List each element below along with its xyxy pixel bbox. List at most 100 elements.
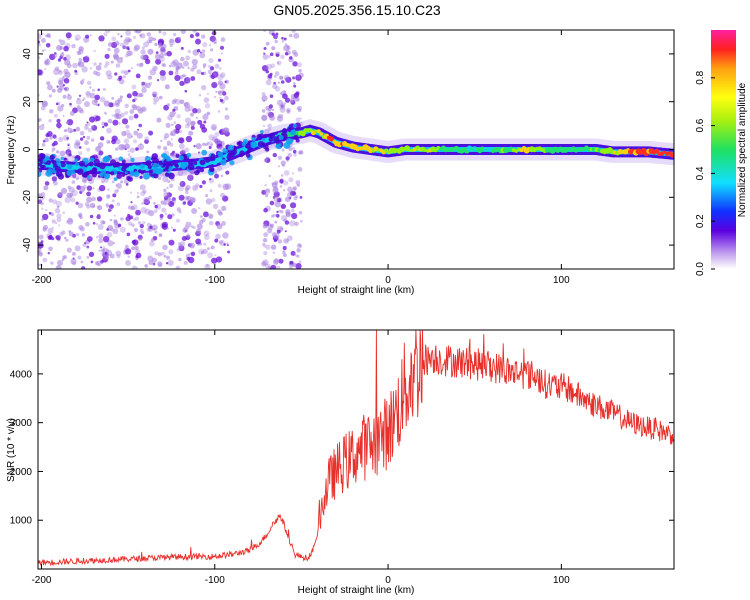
ridge-blob	[246, 149, 251, 154]
noise-point	[62, 84, 66, 87]
ridge-blob	[125, 163, 130, 168]
y-tick-label: -20	[22, 190, 33, 205]
noise-point	[62, 134, 70, 141]
noise-point	[157, 252, 162, 257]
noise-point	[214, 238, 219, 243]
noise-point	[265, 263, 271, 269]
noise-point	[199, 242, 203, 246]
noise-point	[263, 188, 270, 195]
ridge-point	[480, 146, 485, 151]
ridge-blob	[121, 166, 127, 172]
noise-point	[61, 230, 66, 235]
noise-point	[176, 114, 181, 119]
ridge-blob	[46, 160, 52, 166]
noise-point	[77, 63, 81, 66]
noise-point	[118, 75, 123, 80]
ridge-point	[316, 129, 321, 134]
noise-point	[144, 58, 151, 65]
noise-point	[216, 143, 223, 150]
noise-point	[81, 266, 86, 269]
noise-point	[280, 210, 284, 214]
ridge-blob	[222, 148, 228, 154]
noise-point	[219, 45, 225, 50]
noise-point	[169, 38, 174, 44]
noise-point	[190, 251, 196, 257]
noise-point	[196, 223, 203, 230]
noise-point	[113, 242, 115, 244]
ridge-blob	[139, 175, 143, 179]
noise-point	[120, 70, 125, 74]
noise-point	[38, 69, 43, 76]
ridge-blob	[99, 162, 106, 170]
noise-point	[168, 201, 175, 207]
noise-point	[177, 185, 184, 192]
noise-point	[152, 263, 155, 266]
noise-point	[289, 220, 296, 227]
noise-point	[167, 259, 174, 266]
noise-point	[85, 222, 90, 227]
noise-point	[60, 52, 65, 58]
noise-point	[106, 127, 112, 134]
noise-point	[274, 71, 280, 76]
noise-point	[293, 253, 297, 257]
noise-point	[163, 136, 167, 140]
noise-point	[281, 39, 285, 43]
noise-point	[145, 82, 151, 89]
noise-point	[173, 121, 177, 124]
noise-point	[208, 58, 214, 63]
noise-point	[122, 43, 125, 46]
noise-point	[112, 193, 117, 198]
noise-point	[71, 189, 78, 197]
noise-point	[48, 94, 53, 98]
spectrogram-x-label: Height of straight line (km)	[298, 285, 415, 296]
noise-point	[97, 214, 101, 218]
noise-point	[157, 79, 160, 82]
noise-point	[288, 33, 293, 38]
noise-point	[107, 74, 113, 80]
noise-point	[284, 97, 291, 103]
noise-point	[168, 197, 171, 201]
noise-point	[200, 72, 204, 75]
noise-point	[101, 181, 104, 184]
noise-point	[127, 255, 130, 258]
noise-point	[296, 248, 301, 253]
noise-point	[198, 248, 205, 255]
noise-point	[296, 243, 302, 248]
noise-point	[163, 254, 167, 258]
colorbar-tick-label: 0.8	[695, 70, 706, 84]
noise-point	[38, 43, 41, 47]
ridge-blob	[256, 133, 263, 140]
noise-point	[284, 220, 290, 225]
noise-point	[136, 191, 140, 195]
ridge-blob	[165, 164, 170, 170]
noise-point	[62, 75, 65, 79]
noise-point	[139, 33, 146, 39]
noise-point	[92, 221, 96, 225]
y-tick-label: 4000	[10, 369, 33, 380]
noise-point	[81, 233, 86, 237]
noise-point	[86, 135, 91, 140]
noise-point	[67, 127, 70, 130]
ridge-blob	[91, 167, 98, 173]
colorbar-tick-label: 0.4	[695, 166, 706, 180]
noise-point	[106, 139, 111, 144]
noise-point	[74, 139, 81, 146]
noise-point	[168, 249, 174, 255]
noise-point	[195, 183, 200, 188]
ridge-point	[423, 148, 427, 152]
noise-point	[289, 97, 296, 103]
noise-point	[164, 195, 169, 201]
noise-point	[269, 72, 273, 76]
noise-point	[189, 34, 194, 39]
noise-point	[116, 183, 122, 189]
noise-point	[180, 56, 185, 62]
noise-point	[280, 104, 284, 108]
noise-point	[94, 146, 101, 153]
noise-point	[292, 76, 296, 80]
noise-point	[293, 92, 300, 99]
noise-point	[178, 194, 185, 201]
noise-point	[293, 153, 297, 157]
noise-point	[163, 104, 170, 111]
noise-point	[148, 130, 154, 136]
noise-point	[283, 253, 287, 257]
